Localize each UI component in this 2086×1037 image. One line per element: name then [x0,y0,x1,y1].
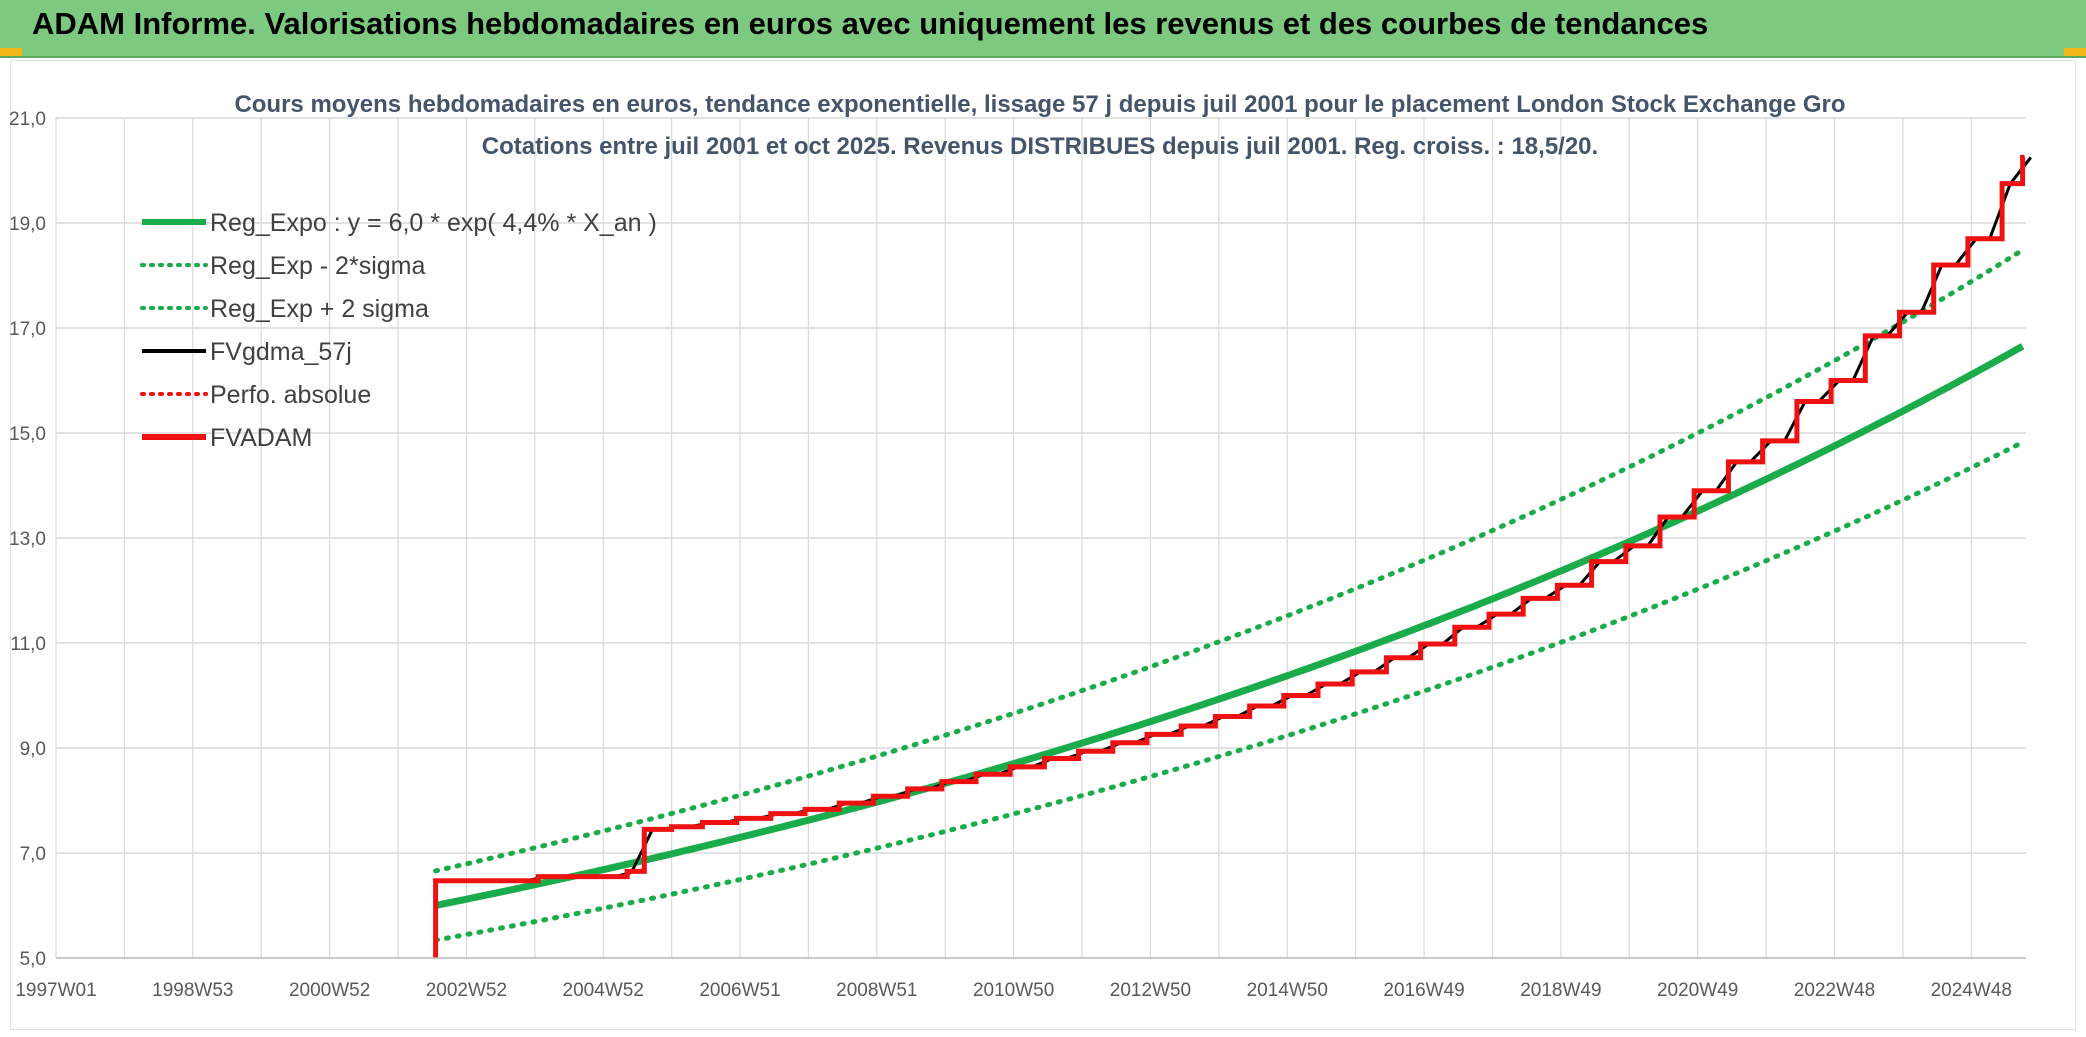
chart-series [433,154,2032,958]
x-tick-label: 2018W49 [1520,980,1601,1001]
chart-frame [10,60,2076,1030]
x-tick-label: 2010W50 [973,980,1054,1001]
series-reg-minus-2sigma [433,439,2026,943]
legend-label: FVADAM [210,424,312,452]
y-tick-label: 13,0 [9,529,46,550]
chart-title: Cours moyens hebdomadaires en euros, ten… [234,91,1845,160]
chart-grid [55,117,2026,959]
series-reg-expo [434,343,2025,909]
x-tick-label: 2020W49 [1657,980,1738,1001]
x-tick-label: 2002W52 [426,980,507,1001]
legend-label: Reg_Exp + 2 sigma [210,295,429,323]
legend-label: FVgdma_57j [210,338,352,366]
x-tick-label: 2004W52 [563,980,644,1001]
y-tick-label: 17,0 [9,319,46,340]
series-fvadam [433,154,2026,958]
legend-label: Reg_Exp - 2*sigma [210,252,425,280]
report-title: ADAM Informe. Valorisations hebdomadaire… [32,6,1709,41]
x-tick-label: 2016W49 [1383,980,1464,1001]
y-tick-label: 5,0 [20,949,46,970]
y-tick-label: 19,0 [9,214,46,235]
series-reg-plus-2sigma [433,247,2026,874]
y-tick-label: 11,0 [10,634,46,655]
chart-title-line2: Cotations entre juil 2001 et oct 2025. R… [482,133,1598,160]
corner-marker-left [0,48,22,56]
legend-label: Perfo. absolue [210,381,371,409]
x-tick-label: 1997W01 [15,980,96,1001]
y-tick-label: 21,0 [9,109,46,130]
y-tick-label: 15,0 [9,424,46,445]
x-tick-label: 2014W50 [1247,980,1328,1001]
y-tick-label: 9,0 [20,739,46,760]
x-tick-label: 2024W48 [1931,980,2012,1001]
series-fvgdma-57j [525,156,2032,883]
x-tick-label: 2008W51 [836,980,917,1001]
chart-title-line1: Cours moyens hebdomadaires en euros, ten… [234,91,1845,118]
corner-marker-right [2064,48,2086,56]
legend-label: Reg_Expo : y = 6,0 * exp( 4,4% * X_an ) [210,209,657,237]
x-tick-label: 1998W53 [152,980,233,1001]
x-tick-label: 2022W48 [1794,980,1875,1001]
x-tick-label: 2006W51 [699,980,780,1001]
x-tick-label: 2012W50 [1110,980,1191,1001]
chart-legend: Reg_Expo : y = 6,0 * exp( 4,4% * X_an ) R… [140,209,657,452]
chart-axes: 5,0 7,0 9,0 11,0 13,0 15,0 17,0 19,0 21,0 1997W01… [9,109,2026,1001]
y-tick-label: 7,0 [20,844,46,865]
x-tick-label: 2000W52 [289,980,370,1001]
report-banner: ADAM Informe. Valorisations hebdomadaire… [0,0,2086,58]
